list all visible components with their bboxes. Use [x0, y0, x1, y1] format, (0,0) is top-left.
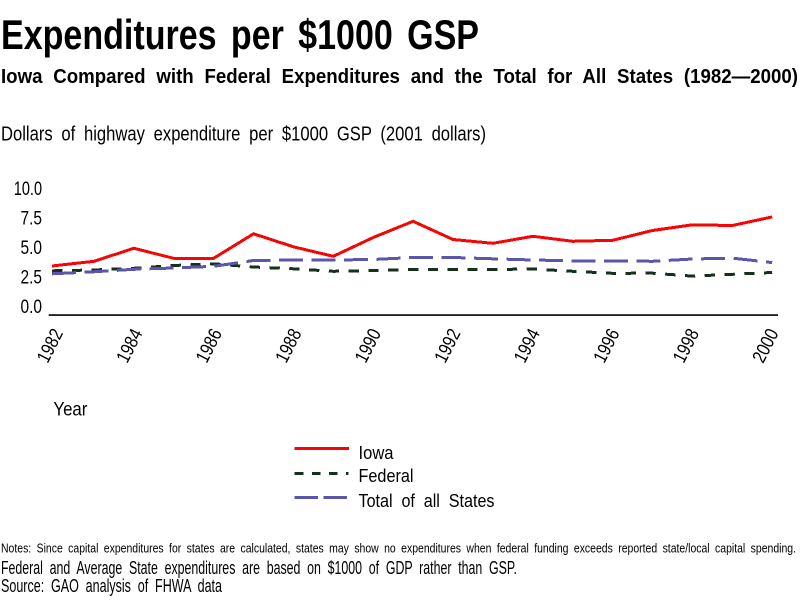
svg-text:0.0: 0.0 — [21, 296, 43, 318]
svg-text:Year: Year — [53, 399, 87, 421]
svg-text:1992: 1992 — [431, 326, 466, 367]
svg-text:Iowa Compared with Federal Exp: Iowa Compared with Federal Expenditures … — [1, 66, 798, 88]
svg-text:1994: 1994 — [510, 325, 545, 366]
svg-text:1984: 1984 — [113, 325, 148, 366]
svg-text:Expenditures per $1000 GSP: Expenditures per $1000 GSP — [1, 11, 479, 58]
svg-text:Source: GAO analysis of FHWA d: Source: GAO analysis of FHWA data — [1, 575, 222, 596]
svg-text:1990: 1990 — [351, 326, 386, 367]
svg-text:2000: 2000 — [749, 326, 784, 367]
svg-text:Iowa: Iowa — [359, 442, 395, 463]
svg-text:Dollars of highway expenditure: Dollars of highway expenditure per $1000… — [1, 124, 486, 146]
svg-text:1982: 1982 — [33, 326, 68, 367]
svg-text:2.5: 2.5 — [21, 266, 43, 288]
svg-text:5.0: 5.0 — [21, 237, 43, 259]
svg-text:1988: 1988 — [272, 326, 307, 367]
svg-text:1986: 1986 — [192, 326, 227, 367]
svg-text:Notes: Since capital expenditu: Notes: Since capital expenditures for st… — [1, 542, 796, 556]
svg-text:10.0: 10.0 — [14, 178, 42, 200]
svg-text:1998: 1998 — [669, 326, 704, 367]
svg-text:1996: 1996 — [590, 326, 625, 367]
svg-text:Total of all States: Total of all States — [359, 490, 495, 511]
svg-text:Federal and Average State expe: Federal and Average State expenditures a… — [1, 557, 517, 578]
svg-text:Federal: Federal — [359, 465, 414, 486]
svg-text:7.5: 7.5 — [21, 207, 43, 229]
